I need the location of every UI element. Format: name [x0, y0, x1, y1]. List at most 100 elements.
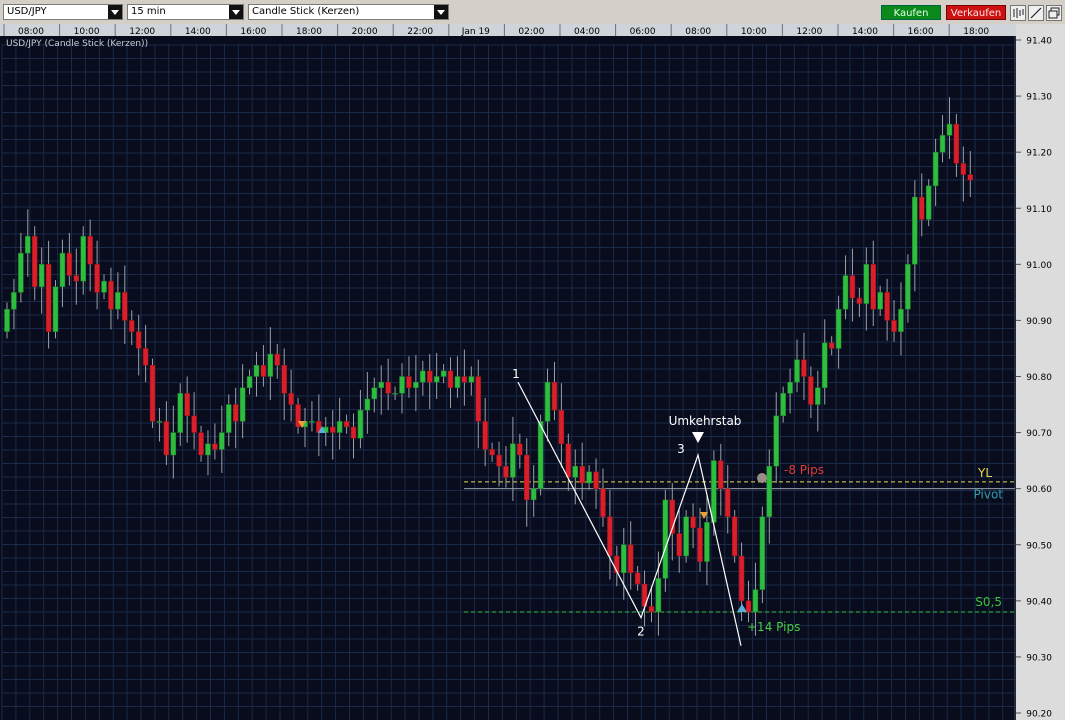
candle [815, 387, 821, 405]
y-tick-label: 90.30 [1026, 653, 1052, 663]
candle [537, 421, 544, 489]
candle [662, 499, 669, 579]
s05-label: S0,5 [975, 595, 1002, 609]
y-tick-label: 90.60 [1026, 485, 1052, 495]
candle [433, 376, 440, 383]
candle [156, 421, 163, 423]
symbol-select[interactable]: USD/JPY [3, 4, 123, 20]
candle [378, 381, 384, 388]
candle [191, 415, 197, 433]
candle [288, 393, 294, 405]
yl-label: YL [977, 466, 992, 480]
candle [738, 555, 745, 602]
candle [780, 393, 786, 417]
candle [503, 465, 509, 478]
candle [336, 421, 343, 433]
x-axis [0, 24, 1065, 36]
candle [558, 409, 565, 445]
x-tick-label: 14:00 [852, 27, 878, 37]
chevron-down-icon[interactable] [108, 5, 122, 19]
candle [25, 236, 31, 254]
candle [669, 499, 676, 534]
sell-signal-icon [700, 512, 708, 519]
candle [475, 376, 481, 422]
candle [939, 135, 946, 153]
candle [489, 449, 495, 456]
candle [891, 320, 897, 332]
candle [877, 292, 883, 310]
y-tick-label: 90.40 [1026, 597, 1052, 607]
candle [731, 516, 738, 557]
candle [752, 589, 759, 613]
candle [454, 376, 461, 388]
candle [59, 252, 66, 288]
candle [835, 308, 842, 349]
candle [420, 370, 426, 383]
line-draw-icon[interactable] [1028, 5, 1044, 21]
sell-button[interactable]: Verkaufen [946, 5, 1006, 20]
candle [524, 454, 530, 501]
buy-signal-icon [737, 604, 747, 612]
candle [4, 308, 10, 332]
candle [593, 471, 599, 489]
candle [551, 381, 558, 411]
candle [163, 421, 170, 456]
candle [413, 381, 419, 388]
candle [683, 516, 689, 557]
candle [392, 393, 398, 395]
y-tick-label: 91.00 [1026, 261, 1052, 271]
candle [260, 365, 267, 377]
sell-signal-icon [298, 421, 306, 428]
candle [239, 387, 246, 422]
candle [253, 365, 260, 377]
y-tick-label: 90.20 [1026, 710, 1052, 720]
candle [704, 522, 710, 562]
y-tick-label: 90.50 [1026, 541, 1052, 551]
chevron-down-icon[interactable] [434, 5, 448, 19]
candle [544, 381, 551, 422]
candle [385, 381, 391, 394]
candle [607, 516, 613, 557]
candle [572, 465, 579, 478]
candle [842, 275, 849, 310]
candle [184, 393, 190, 417]
toolbar: USD/JPY 15 min Candle Stick (Kerzen) Kau… [0, 0, 1065, 24]
x-tick-label: 08:00 [18, 27, 44, 37]
y-tick-label: 90.90 [1026, 317, 1052, 327]
candle [821, 342, 828, 388]
candle [371, 387, 378, 400]
chevron-down-icon[interactable] [229, 5, 243, 19]
candle [808, 376, 814, 405]
candle [357, 409, 364, 439]
pivot-label: Pivot [974, 488, 1004, 502]
interval-select[interactable]: 15 min [127, 4, 244, 20]
price-chart[interactable]: 08:00 10:00 12:00 14:00 16:00 18:00 20:00 22:00… [0, 24, 1065, 720]
candle [461, 376, 468, 383]
buy-button[interactable]: Kaufen [881, 5, 941, 20]
candle [177, 393, 183, 433]
chart-type-select[interactable]: Candle Stick (Kerzen) [248, 4, 449, 20]
candle [281, 365, 287, 394]
y-tick-label: 91.10 [1026, 205, 1052, 215]
x-tick-label: 18:00 [963, 27, 989, 37]
candle [953, 123, 960, 164]
candle [212, 443, 218, 450]
candle [967, 174, 974, 181]
y-axis [1016, 24, 1065, 720]
candle [766, 465, 773, 517]
candle [884, 292, 890, 321]
candle [925, 185, 932, 220]
window-icon[interactable] [1046, 5, 1062, 21]
candle [648, 606, 655, 613]
x-tick-label: 06:00 [630, 27, 656, 37]
bar-tool-icon[interactable] [1010, 5, 1026, 21]
candle [73, 275, 80, 282]
candle [232, 404, 239, 422]
x-tick-label: 02:00 [518, 27, 544, 37]
candle [205, 443, 211, 456]
candle [274, 353, 281, 366]
candle [468, 376, 475, 383]
chart-title: USD/JPY (Candle Stick (Kerzen)) [6, 39, 148, 49]
candle [579, 465, 585, 484]
